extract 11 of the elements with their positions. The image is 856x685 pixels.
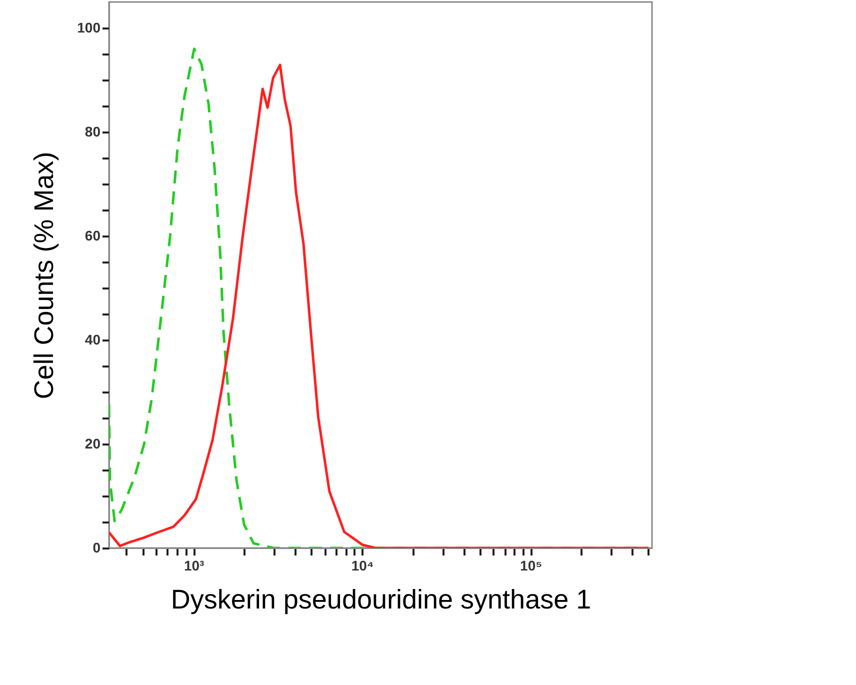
y-tick-label: 0 bbox=[92, 540, 101, 556]
x-axis-title: Dyskerin pseudouridine synthase 1 bbox=[170, 584, 592, 614]
x-tick-label: 10⁵ bbox=[520, 558, 542, 574]
y-tick-label: 80 bbox=[84, 124, 101, 140]
x-tick-label: 10³ bbox=[184, 558, 205, 574]
y-axis-title: Cell Counts (% Max) bbox=[29, 152, 60, 400]
y-tick-label: 60 bbox=[84, 228, 101, 244]
y-tick-label: 40 bbox=[84, 332, 101, 348]
x-tick-label: 10⁴ bbox=[351, 558, 374, 574]
y-tick-label: 20 bbox=[84, 436, 101, 452]
y-tick-label: 100 bbox=[77, 20, 101, 36]
